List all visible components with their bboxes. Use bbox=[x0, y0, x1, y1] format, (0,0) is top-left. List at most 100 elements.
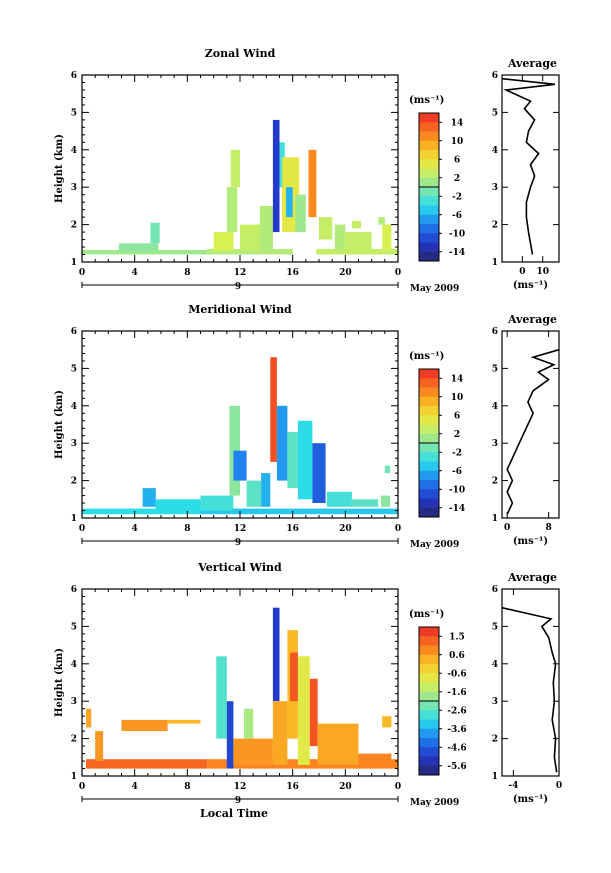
colorbar-segment bbox=[419, 645, 439, 656]
y-tick-label: 4 bbox=[71, 402, 77, 412]
heatmap-cell bbox=[233, 738, 273, 765]
heatmap-cell bbox=[261, 473, 271, 507]
colorbar-segment bbox=[419, 691, 439, 702]
colorbar-tick-label: 14 bbox=[451, 374, 464, 384]
heatmap-cell bbox=[207, 248, 293, 255]
x-tick-label: 4 bbox=[132, 524, 138, 534]
average-panel: Average 1 2 3 4 5 6 0 10 (ms⁻¹) bbox=[492, 57, 560, 291]
x-tick-label: 0 bbox=[395, 268, 401, 278]
date-label: May 2009 bbox=[410, 798, 459, 808]
colorbar-segment bbox=[419, 443, 439, 453]
y-tick-label: 2 bbox=[71, 735, 77, 745]
day-label: 9 bbox=[235, 796, 241, 806]
avg-y-tick-label: 1 bbox=[492, 514, 498, 524]
colorbar-segment bbox=[419, 507, 439, 518]
heatmap-cell bbox=[259, 205, 273, 251]
heatmap-cell bbox=[316, 248, 398, 255]
heatmap-cell bbox=[229, 405, 240, 496]
colorbar-tick-label: -2 bbox=[452, 192, 462, 202]
heatmap-cell bbox=[216, 656, 227, 739]
colorbar-segment bbox=[419, 168, 439, 179]
colorbar-segment bbox=[419, 719, 439, 730]
heatmap-cell bbox=[270, 357, 277, 462]
y-tick-label: 6 bbox=[71, 71, 77, 81]
x-tick-label: 8 bbox=[184, 782, 190, 792]
colorbar-tick-label: -6 bbox=[452, 211, 462, 221]
colorbar-tick-label: 2 bbox=[454, 430, 460, 440]
y-tick-label: 4 bbox=[71, 146, 77, 156]
colorbar-segment bbox=[419, 498, 439, 509]
colorbar-tick-label: -10 bbox=[449, 229, 465, 239]
x-tick-label: 4 bbox=[132, 268, 138, 278]
panel-title: Vertical Wind bbox=[197, 561, 282, 574]
avg-y-tick-label: 3 bbox=[492, 439, 498, 449]
x-tick-label: 16 bbox=[286, 268, 299, 278]
heatmap-cell bbox=[233, 450, 247, 481]
heatmap-cell bbox=[82, 508, 201, 515]
avg-y-tick-label: 3 bbox=[492, 697, 498, 707]
average-profile-line bbox=[506, 348, 560, 515]
colorbar-segment bbox=[419, 122, 439, 132]
average-title: Average bbox=[507, 571, 557, 584]
colorbar-segment bbox=[419, 452, 439, 462]
colorbar-segment bbox=[419, 378, 439, 388]
heatmap-cell bbox=[317, 723, 359, 765]
colorbar-segment bbox=[419, 224, 439, 234]
avg-y-tick-label: 4 bbox=[492, 660, 498, 670]
heatmap-cell bbox=[121, 719, 168, 732]
colorbar-segment bbox=[419, 489, 439, 499]
avg-y-tick-label: 6 bbox=[492, 71, 498, 81]
y-tick-label: 6 bbox=[71, 585, 77, 595]
colorbar-segment bbox=[419, 369, 439, 379]
x-tick-label: 0 bbox=[395, 782, 401, 792]
average-frame bbox=[501, 74, 560, 263]
colorbar-tick-label: 2 bbox=[454, 174, 460, 184]
colorbar-tick-label: -10 bbox=[449, 485, 465, 495]
heatmap-cell bbox=[351, 499, 379, 507]
average-title: Average bbox=[507, 313, 557, 326]
x-tick-label: 0 bbox=[79, 268, 85, 278]
heatmap-cell bbox=[345, 232, 372, 251]
colorbar-segment bbox=[419, 196, 439, 206]
heatmap-cell bbox=[150, 222, 160, 244]
colorbar-segment bbox=[419, 636, 439, 646]
heatmap-cell bbox=[226, 187, 238, 233]
average-title: Average bbox=[507, 57, 557, 70]
avg-x-tick-label: 8 bbox=[546, 523, 552, 533]
x-tick-label: 12 bbox=[234, 268, 247, 278]
heatmap-cells bbox=[86, 607, 398, 769]
x-tick-label: 16 bbox=[286, 524, 299, 534]
x-tick-label: 12 bbox=[234, 782, 247, 792]
colorbar-tick-label: -2 bbox=[452, 448, 462, 458]
colorbar-segment bbox=[419, 415, 439, 425]
heatmap-cell bbox=[382, 716, 392, 728]
avg-y-tick-label: 1 bbox=[492, 772, 498, 782]
y-tick-label: 4 bbox=[71, 660, 77, 670]
colorbar-segment bbox=[419, 150, 439, 160]
heatmap-cell bbox=[308, 149, 317, 218]
colorbar-segment bbox=[419, 113, 439, 123]
colorbar-segment bbox=[419, 728, 439, 739]
colorbar-segment bbox=[419, 461, 439, 472]
colorbar-segment bbox=[419, 159, 439, 169]
heatmap-cell bbox=[384, 465, 391, 474]
avg-y-tick-label: 6 bbox=[492, 585, 498, 595]
colorbar-tick-label: -1.6 bbox=[447, 688, 466, 698]
y-tick-label: 5 bbox=[71, 622, 77, 632]
y-tick-label: 6 bbox=[71, 327, 77, 337]
heatmap-cell bbox=[118, 243, 159, 251]
heatmap-cell bbox=[286, 187, 293, 218]
colorbar: 14 10 6 2 -2 -6 -10 -14 bbox=[418, 368, 465, 518]
heatmap-cell bbox=[272, 701, 288, 765]
colorbar-segment bbox=[419, 710, 439, 720]
avg-y-tick-label: 3 bbox=[492, 183, 498, 193]
heatmap-cells bbox=[82, 357, 398, 515]
colorbar-segment bbox=[419, 433, 439, 444]
avg-y-tick-label: 5 bbox=[492, 364, 498, 374]
x-axis-label: Local Time bbox=[200, 807, 268, 820]
y-tick-label: 3 bbox=[71, 697, 77, 707]
average-unit: (ms⁻¹) bbox=[513, 536, 548, 547]
